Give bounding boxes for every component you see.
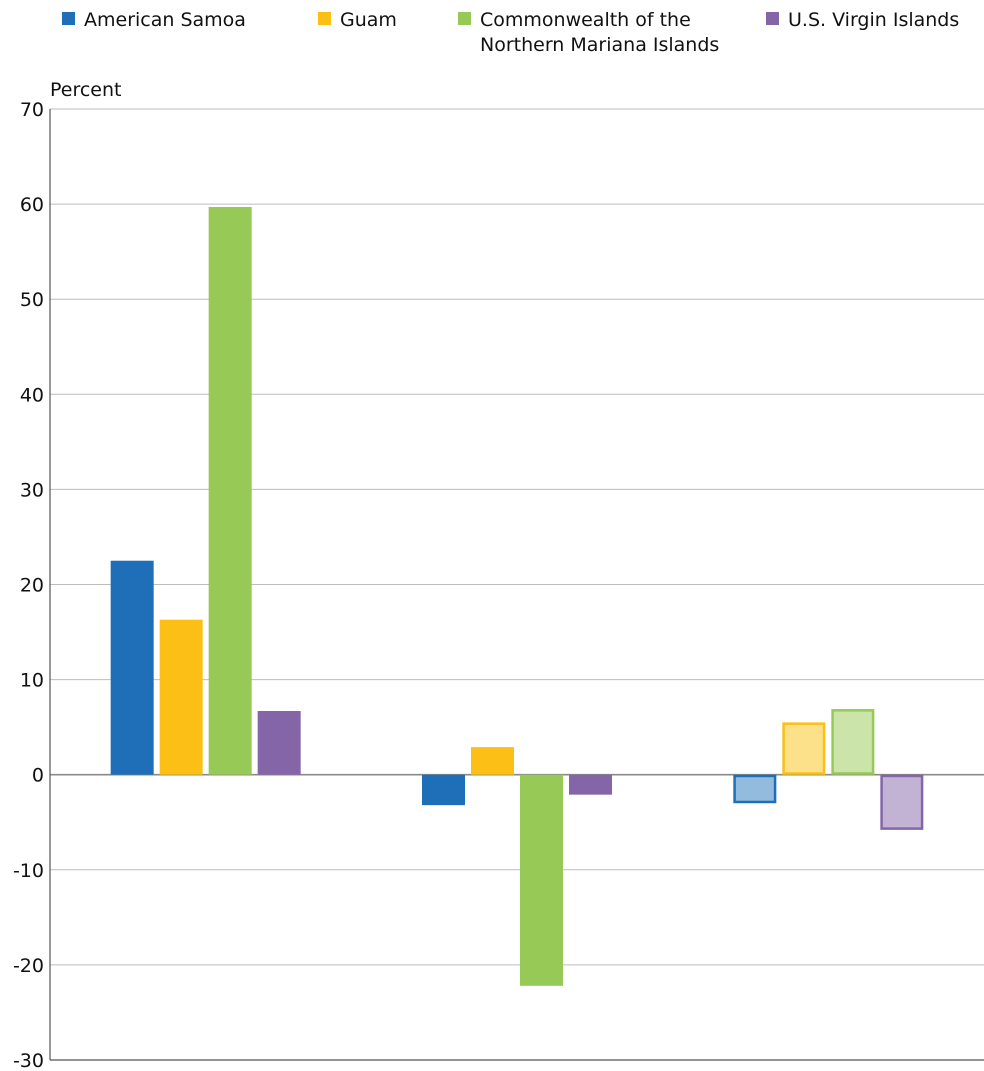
y-tick-label: 60 (20, 194, 44, 216)
bar-1-2 (782, 722, 826, 775)
legend-item-cnmi[interactable]: Commonwealth of the Northern Mariana Isl… (458, 8, 719, 58)
y-tick-label: 70 (20, 99, 44, 121)
y-tick-label: -20 (13, 955, 44, 977)
y-tick-label: 0 (32, 765, 44, 787)
bar-1-1 (471, 747, 514, 775)
bar-2-1 (520, 774, 563, 986)
y-tick-label: 20 (20, 575, 44, 597)
y-tick-label: 40 (20, 384, 44, 406)
legend-label-cnmi: Commonwealth of the Northern Mariana Isl… (480, 9, 720, 56)
bar-3-0 (257, 710, 301, 775)
y-tick-label: 50 (20, 289, 44, 311)
legend-swatch-american-samoa (62, 12, 75, 25)
legend-swatch-guam (318, 12, 331, 25)
legend-item-usvi[interactable]: U.S. Virgin Islands (766, 8, 959, 33)
y-tick-labels: -30 -20 -10 0 10 20 30 40 50 60 70 (13, 99, 44, 1071)
y-tick-label: -10 (13, 860, 44, 882)
legend-label-guam: Guam (340, 9, 397, 31)
bar-0-0 (110, 560, 154, 775)
bar-2-0 (208, 206, 252, 775)
legend-swatch-usvi (766, 12, 779, 25)
bar-1-0 (159, 619, 203, 775)
bar-3-2 (880, 774, 924, 830)
bars (110, 206, 924, 986)
legend-label-usvi: U.S. Virgin Islands (788, 9, 960, 31)
legend-item-guam[interactable]: Guam (318, 8, 397, 33)
legend-swatch-cnmi (458, 12, 471, 25)
axes (49, 109, 984, 1061)
y-tick-label: 30 (20, 479, 44, 501)
gridlines (50, 108, 984, 1061)
bar-0-1 (422, 774, 465, 806)
y-axis-label: Percent (50, 79, 122, 101)
bar-3-1 (569, 774, 612, 795)
bar-0-2 (733, 774, 777, 804)
y-tick-label: 10 (20, 670, 44, 692)
legend: American Samoa Guam Commonwealth of the … (0, 0, 984, 60)
legend-label-american-samoa: American Samoa (84, 9, 246, 31)
bar-2-2 (831, 709, 875, 775)
legend-item-american-samoa[interactable]: American Samoa (62, 8, 246, 33)
y-tick-label: -30 (13, 1050, 44, 1071)
